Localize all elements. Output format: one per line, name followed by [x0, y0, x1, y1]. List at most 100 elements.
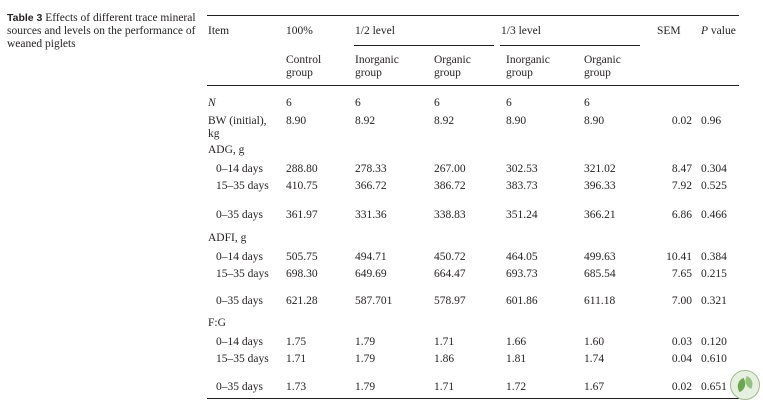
table-cell: 1.81 [506, 353, 527, 365]
row-label: 0–35 days [216, 381, 263, 393]
table-caption-text: Effects of different trace mineral sourc… [7, 12, 196, 50]
row-label: N [208, 97, 216, 109]
header-third-level: 1/3 level [501, 25, 541, 37]
table-cell: 288.80 [286, 163, 318, 175]
table-cell: 351.24 [506, 209, 538, 221]
p-value-cell: 0.651 [701, 381, 727, 393]
table-cell: 6 [355, 97, 361, 109]
table-cell: 1.75 [286, 336, 307, 348]
table-cell: 1.66 [506, 336, 527, 348]
header-half-level: 1/2 level [355, 25, 395, 37]
table-cell: 494.71 [355, 251, 387, 263]
table-cell: 1.73 [286, 381, 307, 393]
table-cell: 611.18 [584, 295, 616, 307]
table-cell: 505.75 [286, 251, 318, 263]
table-cell: 8.90 [286, 115, 307, 127]
third-level-rule [500, 45, 640, 46]
table-cell: 386.72 [434, 180, 466, 192]
sem-cell: 7.00 [671, 295, 692, 307]
sem-cell: 8.47 [671, 163, 692, 175]
half-level-rule [354, 45, 494, 46]
table-cell: 1.86 [434, 353, 455, 365]
table-cell: 621.28 [286, 295, 318, 307]
subheader-third-inorganic: Inorganic group [506, 54, 550, 79]
row-label: BW (initial), kg [208, 115, 267, 140]
table-cell: 366.72 [355, 180, 387, 192]
p-value-cell: 0.120 [701, 336, 727, 348]
table-cell: 6 [286, 97, 292, 109]
table-cell: 6 [584, 97, 590, 109]
table-cell: 1.67 [584, 381, 605, 393]
table-cell: 587.701 [355, 295, 393, 307]
p-value-cell: 0.96 [701, 115, 722, 127]
header-full-level: 100% [286, 25, 313, 37]
sem-cell: 10.41 [666, 251, 692, 263]
header-bottom-rule [207, 85, 739, 86]
table-cell: 383.73 [506, 180, 538, 192]
row-label: 15–35 days [216, 180, 269, 192]
subheader-control: Control group [286, 54, 322, 79]
row-label: 0–35 days [216, 295, 263, 307]
table-cell: 1.71 [286, 353, 307, 365]
table-top-rule [207, 15, 739, 16]
p-value-cell: 0.466 [701, 209, 727, 221]
sem-cell: 0.02 [671, 115, 692, 127]
table-cell: 649.69 [355, 268, 387, 280]
p-value-cell: 0.215 [701, 268, 727, 280]
table-cell: 338.83 [434, 209, 466, 221]
header-item: Item [208, 25, 230, 37]
table-cell: 6 [434, 97, 440, 109]
table-cell: 1.60 [584, 336, 605, 348]
row-label: F:G [208, 317, 226, 329]
table-cell: 601.86 [506, 295, 538, 307]
leaf-logo-icon [730, 370, 760, 400]
table-cell: 578.97 [434, 295, 466, 307]
sem-cell: 7.92 [671, 180, 692, 192]
row-label: 0–14 days [216, 336, 263, 348]
row-label: 0–35 days [216, 209, 263, 221]
table-cell: 8.90 [584, 115, 605, 127]
row-label: ADFI, g [208, 232, 247, 244]
table-cell: 410.75 [286, 180, 318, 192]
table-cell: 8.92 [355, 115, 376, 127]
subheader-third-organic: Organic group [584, 54, 621, 79]
table-cell: 8.90 [506, 115, 527, 127]
sem-cell: 6.86 [671, 209, 692, 221]
header-sem: SEM [657, 25, 681, 37]
table-cell: 331.36 [355, 209, 387, 221]
header-p-suffix: value [708, 25, 736, 37]
table-cell: 698.30 [286, 268, 318, 280]
row-label: 15–35 days [216, 268, 269, 280]
p-value-cell: 0.384 [701, 251, 727, 263]
table-cell: 464.05 [506, 251, 538, 263]
table-cell: 396.33 [584, 180, 616, 192]
p-value-cell: 0.525 [701, 180, 727, 192]
sem-cell: 0.04 [671, 353, 692, 365]
table-cell: 1.72 [506, 381, 527, 393]
table-cell: 366.21 [584, 209, 616, 221]
table-cell: 267.00 [434, 163, 466, 175]
p-value-cell: 0.304 [701, 163, 727, 175]
table-cell: 1.71 [434, 336, 455, 348]
row-label: ADG, g [208, 144, 245, 156]
table-cell: 321.02 [584, 163, 616, 175]
table-cell: 1.79 [355, 336, 376, 348]
table-cell: 499.63 [584, 251, 616, 263]
sem-cell: 7.65 [671, 268, 692, 280]
header-p-value: P value [701, 25, 736, 38]
row-label: 0–14 days [216, 251, 263, 263]
table-cell: 1.74 [584, 353, 605, 365]
table-cell: 8.92 [434, 115, 455, 127]
table-cell: 302.53 [506, 163, 538, 175]
header-p-letter: P [701, 25, 709, 37]
table-cell: 361.97 [286, 209, 318, 221]
table-cell: 693.73 [506, 268, 538, 280]
p-value-cell: 0.610 [701, 353, 727, 365]
table-cell: 450.72 [434, 251, 466, 263]
table-cell: 1.71 [434, 381, 455, 393]
table-cell: 278.33 [355, 163, 387, 175]
table-cell: 664.47 [434, 268, 466, 280]
p-value-cell: 0.321 [701, 295, 727, 307]
table-cell: 6 [506, 97, 512, 109]
subheader-half-inorganic: Inorganic group [355, 54, 399, 79]
